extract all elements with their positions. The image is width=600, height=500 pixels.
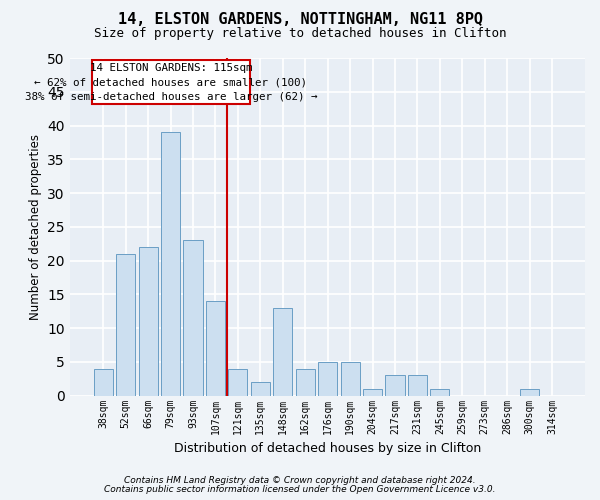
- Bar: [139, 247, 158, 396]
- Bar: [430, 389, 449, 396]
- Bar: [273, 308, 292, 396]
- Text: ← 62% of detached houses are smaller (100): ← 62% of detached houses are smaller (10…: [34, 78, 307, 88]
- Bar: [341, 362, 359, 396]
- Bar: [184, 240, 203, 396]
- Bar: [229, 368, 247, 396]
- Text: 38% of semi-detached houses are larger (62) →: 38% of semi-detached houses are larger (…: [25, 92, 317, 102]
- Text: Contains public sector information licensed under the Open Government Licence v3: Contains public sector information licen…: [104, 485, 496, 494]
- Text: Size of property relative to detached houses in Clifton: Size of property relative to detached ho…: [94, 28, 506, 40]
- Bar: [116, 254, 135, 396]
- Text: 14, ELSTON GARDENS, NOTTINGHAM, NG11 8PQ: 14, ELSTON GARDENS, NOTTINGHAM, NG11 8PQ: [118, 12, 482, 28]
- Y-axis label: Number of detached properties: Number of detached properties: [29, 134, 41, 320]
- Bar: [385, 376, 404, 396]
- Text: 14 ELSTON GARDENS: 115sqm: 14 ELSTON GARDENS: 115sqm: [90, 64, 252, 74]
- Bar: [94, 368, 113, 396]
- Text: Contains HM Land Registry data © Crown copyright and database right 2024.: Contains HM Land Registry data © Crown c…: [124, 476, 476, 485]
- Bar: [318, 362, 337, 396]
- Bar: [296, 368, 315, 396]
- Bar: [161, 132, 180, 396]
- FancyBboxPatch shape: [92, 60, 250, 104]
- Bar: [520, 389, 539, 396]
- Bar: [251, 382, 270, 396]
- Bar: [408, 376, 427, 396]
- Bar: [206, 301, 225, 396]
- X-axis label: Distribution of detached houses by size in Clifton: Distribution of detached houses by size …: [174, 442, 481, 455]
- Bar: [363, 389, 382, 396]
